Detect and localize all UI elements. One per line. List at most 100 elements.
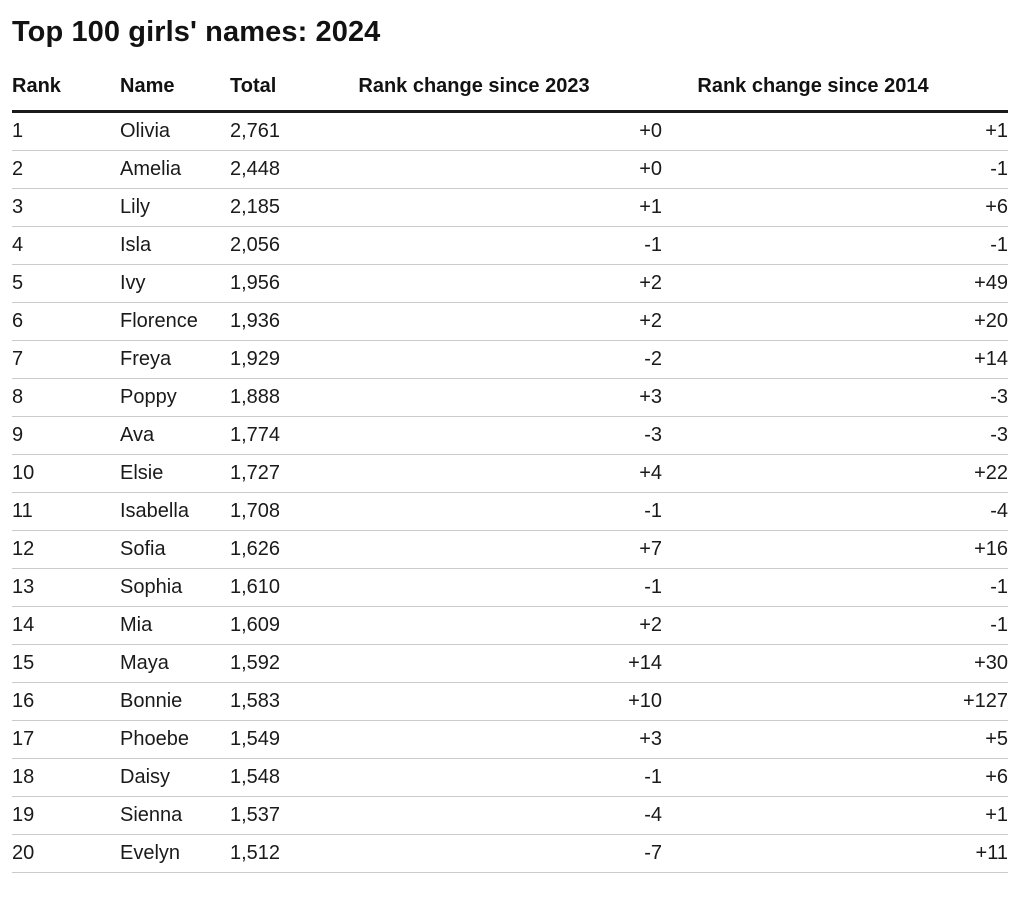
rank-change-2023-cell: +3 <box>330 378 662 417</box>
page-title: Top 100 girls' names: 2024 <box>12 16 381 48</box>
name-cell: Elsie <box>120 454 230 493</box>
name-cell: Maya <box>120 644 230 683</box>
rank-change-2014-cell: -3 <box>662 416 1008 455</box>
rank-change-2014-cell: +22 <box>662 454 1008 493</box>
table-row: 5 Ivy 1,956 +2 +49 <box>12 264 1008 303</box>
rank-cell: 1 <box>12 111 120 151</box>
rank-cell: 16 <box>12 682 120 721</box>
total-cell: 1,592 <box>230 644 330 683</box>
rank-change-2023-cell: +2 <box>330 264 662 303</box>
rank-cell: 5 <box>12 264 120 303</box>
rank-change-2023-cell: +14 <box>330 644 662 683</box>
rank-change-2023-cell: -3 <box>330 416 662 455</box>
name-cell: Olivia <box>120 111 230 151</box>
total-cell: 1,549 <box>230 720 330 759</box>
table-row: 17 Phoebe 1,549 +3 +5 <box>12 720 1008 759</box>
rank-cell: 13 <box>12 568 120 607</box>
rank-cell: 18 <box>12 758 120 797</box>
total-cell: 1,512 <box>230 834 330 873</box>
table-row: 18 Daisy 1,548 -1 +6 <box>12 758 1008 797</box>
rank-cell: 7 <box>12 340 120 379</box>
rank-change-2014-cell: -1 <box>662 606 1008 645</box>
table-row: 3 Lily 2,185 +1 +6 <box>12 188 1008 227</box>
name-cell: Bonnie <box>120 682 230 721</box>
table-row: 19 Sienna 1,537 -4 +1 <box>12 796 1008 835</box>
rank-change-2014-cell: +127 <box>662 682 1008 721</box>
table-header-row: Rank Name Total Rank change since 2023 R… <box>12 70 1008 113</box>
column-header-rank-change-2014: Rank change since 2014 <box>662 70 1008 113</box>
name-cell: Ava <box>120 416 230 455</box>
table-row: 7 Freya 1,929 -2 +14 <box>12 340 1008 379</box>
total-cell: 1,727 <box>230 454 330 493</box>
name-cell: Florence <box>120 302 230 341</box>
name-cell: Isabella <box>120 492 230 531</box>
rank-change-2023-cell: +0 <box>330 150 662 189</box>
name-cell: Lily <box>120 188 230 227</box>
rank-change-2014-cell: +49 <box>662 264 1008 303</box>
name-cell: Mia <box>120 606 230 645</box>
rank-cell: 17 <box>12 720 120 759</box>
table-row: 13 Sophia 1,610 -1 -1 <box>12 568 1008 607</box>
rank-change-2014-cell: -1 <box>662 150 1008 189</box>
name-cell: Amelia <box>120 150 230 189</box>
total-cell: 2,185 <box>230 188 330 227</box>
name-cell: Sienna <box>120 796 230 835</box>
table-row: 12 Sofia 1,626 +7 +16 <box>12 530 1008 569</box>
column-header-rank: Rank <box>12 70 120 113</box>
name-cell: Sofia <box>120 530 230 569</box>
rank-change-2014-cell: +30 <box>662 644 1008 683</box>
rank-cell: 10 <box>12 454 120 493</box>
table-row: 8 Poppy 1,888 +3 -3 <box>12 378 1008 417</box>
rank-change-2023-cell: -4 <box>330 796 662 835</box>
total-cell: 1,888 <box>230 378 330 417</box>
rank-change-2014-cell: +16 <box>662 530 1008 569</box>
table-header: Rank Name Total Rank change since 2023 R… <box>12 70 1008 113</box>
name-cell: Isla <box>120 226 230 265</box>
table-row: 15 Maya 1,592 +14 +30 <box>12 644 1008 683</box>
rank-change-2023-cell: -1 <box>330 492 662 531</box>
total-cell: 1,956 <box>230 264 330 303</box>
rank-cell: 15 <box>12 644 120 683</box>
rank-change-2023-cell: +2 <box>330 606 662 645</box>
name-cell: Evelyn <box>120 834 230 873</box>
rank-change-2023-cell: -1 <box>330 226 662 265</box>
rank-cell: 6 <box>12 302 120 341</box>
rank-cell: 14 <box>12 606 120 645</box>
rank-change-2023-cell: -1 <box>330 758 662 797</box>
rank-change-2023-cell: +4 <box>330 454 662 493</box>
rank-cell: 9 <box>12 416 120 455</box>
rank-change-2023-cell: -2 <box>330 340 662 379</box>
rank-change-2014-cell: +6 <box>662 758 1008 797</box>
girls-names-table: Rank Name Total Rank change since 2023 R… <box>12 70 1008 873</box>
total-cell: 2,448 <box>230 150 330 189</box>
rank-change-2014-cell: +11 <box>662 834 1008 873</box>
rank-cell: 11 <box>12 492 120 531</box>
total-cell: 1,583 <box>230 682 330 721</box>
table-row: 16 Bonnie 1,583 +10 +127 <box>12 682 1008 721</box>
rank-change-2014-cell: -3 <box>662 378 1008 417</box>
table-row: 10 Elsie 1,727 +4 +22 <box>12 454 1008 493</box>
rank-change-2023-cell: +7 <box>330 530 662 569</box>
name-cell: Freya <box>120 340 230 379</box>
rank-change-2014-cell: +20 <box>662 302 1008 341</box>
rank-change-2014-cell: +1 <box>662 111 1008 151</box>
table-row: 11 Isabella 1,708 -1 -4 <box>12 492 1008 531</box>
total-cell: 1,548 <box>230 758 330 797</box>
total-cell: 1,708 <box>230 492 330 531</box>
rank-change-2023-cell: +1 <box>330 188 662 227</box>
rank-change-2023-cell: +3 <box>330 720 662 759</box>
rank-change-2014-cell: -4 <box>662 492 1008 531</box>
total-cell: 1,610 <box>230 568 330 607</box>
total-cell: 1,609 <box>230 606 330 645</box>
table-row: 4 Isla 2,056 -1 -1 <box>12 226 1008 265</box>
rank-cell: 12 <box>12 530 120 569</box>
column-header-total: Total <box>230 70 330 113</box>
rank-change-2014-cell: +14 <box>662 340 1008 379</box>
page: Top 100 girls' names: 2024 Rank Name Tot… <box>0 14 1024 873</box>
column-header-name: Name <box>120 70 230 113</box>
rank-cell: 8 <box>12 378 120 417</box>
total-cell: 2,761 <box>230 111 330 151</box>
name-cell: Phoebe <box>120 720 230 759</box>
rank-change-2023-cell: -1 <box>330 568 662 607</box>
table-row: 9 Ava 1,774 -3 -3 <box>12 416 1008 455</box>
